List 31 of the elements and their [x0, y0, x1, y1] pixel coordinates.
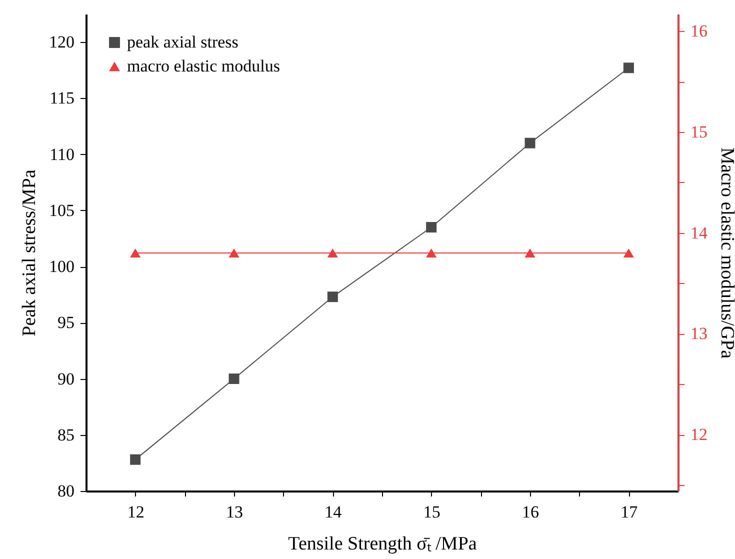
y2-tick-label: 16 [690, 22, 708, 41]
y2-tick-label: 15 [690, 122, 708, 142]
y-tick-label: 110 [50, 144, 74, 164]
x-tick-label: 15 [423, 502, 440, 522]
x-tick-label: 12 [127, 502, 144, 522]
y-tick-label: 120 [49, 32, 74, 52]
y-tick-label: 100 [49, 257, 74, 276]
x-tick-label: 14 [324, 502, 342, 522]
x-tick-label: 16 [522, 502, 539, 522]
legend-label: macro elastic modulus [127, 56, 280, 76]
x-axis-title: Tensile Strength σ̄ₜ /MPa [288, 534, 478, 554]
y-tick-label: 80 [58, 482, 74, 500]
y-tick-label: 90 [58, 369, 74, 388]
point [524, 138, 536, 148]
y-tick-label: 115 [50, 88, 74, 108]
y2-tick-label: 13 [690, 324, 708, 344]
y-axis-title: Peak axial stress/MPa [19, 169, 40, 336]
x-tick-label: 17 [620, 502, 638, 522]
x-tick-label: 13 [226, 502, 243, 522]
point [426, 222, 437, 232]
point [623, 62, 634, 74]
legend-label: peak axial stress [127, 32, 238, 52]
y2-axis-title: Macro elastic modulus/GPa [716, 147, 735, 360]
y-tick-label: 95 [58, 313, 74, 332]
point [130, 454, 141, 465]
y-tick-label: 105 [49, 200, 74, 220]
point [327, 292, 338, 302]
y-tick-label: 85 [58, 425, 74, 444]
y2-tick-label: 14 [690, 223, 708, 242]
point [228, 374, 240, 384]
y2-tick-label: 12 [690, 425, 708, 444]
